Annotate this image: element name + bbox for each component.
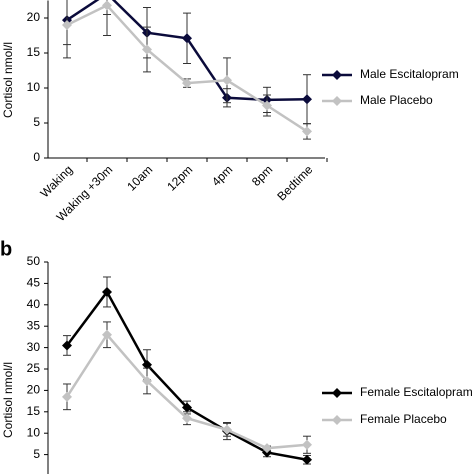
y-tick-label: 5 bbox=[33, 115, 40, 129]
y-tick-label: 20 bbox=[27, 383, 41, 397]
x-tick-label: 10am bbox=[124, 162, 155, 193]
y-axis-label: Cortisol nmol/l bbox=[1, 42, 15, 118]
legend-marker bbox=[332, 96, 342, 106]
panel-label: b bbox=[0, 238, 12, 260]
legend-label: Female Escitalopram bbox=[360, 385, 473, 399]
x-tick-label: Waking bbox=[37, 162, 75, 200]
point bbox=[222, 424, 232, 435]
y-tick-label: 40 bbox=[27, 297, 41, 311]
point bbox=[102, 0, 112, 11]
point bbox=[62, 20, 72, 30]
y-tick-label: 35 bbox=[27, 318, 41, 332]
point bbox=[102, 286, 112, 297]
legend-label: Male Placebo bbox=[360, 93, 433, 107]
y-tick-label: 50 bbox=[27, 254, 41, 268]
legend-label: Male Escitalopram bbox=[360, 67, 459, 81]
legend-marker bbox=[332, 388, 342, 398]
y-tick-label: 30 bbox=[27, 340, 41, 354]
point bbox=[62, 391, 72, 402]
point bbox=[142, 359, 152, 370]
x-tick-label: Bedtime bbox=[274, 162, 315, 203]
point bbox=[302, 94, 312, 105]
legend-marker bbox=[332, 415, 342, 425]
series-line bbox=[65, 289, 308, 461]
point bbox=[262, 443, 272, 454]
y-tick-label: 10 bbox=[27, 80, 41, 94]
panel: 5 10 15 20 25 30 35 40 45 50 Cortisol nmol/l b Femal… bbox=[0, 238, 473, 474]
point bbox=[142, 375, 152, 386]
x-tick-label: 4pm bbox=[209, 162, 235, 188]
y-tick-label: 45 bbox=[27, 276, 41, 290]
point bbox=[302, 439, 312, 450]
x-tick-label: 8pm bbox=[249, 162, 275, 188]
point bbox=[182, 78, 192, 89]
y-tick-label: 25 bbox=[27, 361, 41, 375]
point bbox=[102, 329, 112, 340]
point bbox=[182, 402, 192, 413]
y-tick-label: 20 bbox=[27, 10, 41, 24]
point bbox=[262, 100, 272, 111]
point bbox=[142, 44, 152, 55]
legend-marker bbox=[332, 70, 342, 80]
y-tick-label: 15 bbox=[27, 404, 41, 418]
y-tick-label: 5 bbox=[33, 447, 40, 461]
point bbox=[222, 75, 232, 86]
point bbox=[302, 454, 312, 465]
point bbox=[182, 413, 192, 424]
y-axis-label: Cortisol nmol/l bbox=[1, 362, 15, 438]
plot: 5 10 15 20 25 30 35 40 45 50 bbox=[27, 254, 312, 474]
y-tick-label: 15 bbox=[27, 45, 41, 59]
point bbox=[302, 126, 312, 137]
point bbox=[62, 340, 72, 351]
y-tick-label: 10 bbox=[27, 425, 41, 439]
legend-label: Female Placebo bbox=[360, 412, 447, 426]
y-tick-label: 0 bbox=[33, 150, 40, 164]
point bbox=[182, 33, 192, 44]
series-line bbox=[65, 332, 308, 450]
x-tick-label: 12pm bbox=[164, 162, 195, 193]
